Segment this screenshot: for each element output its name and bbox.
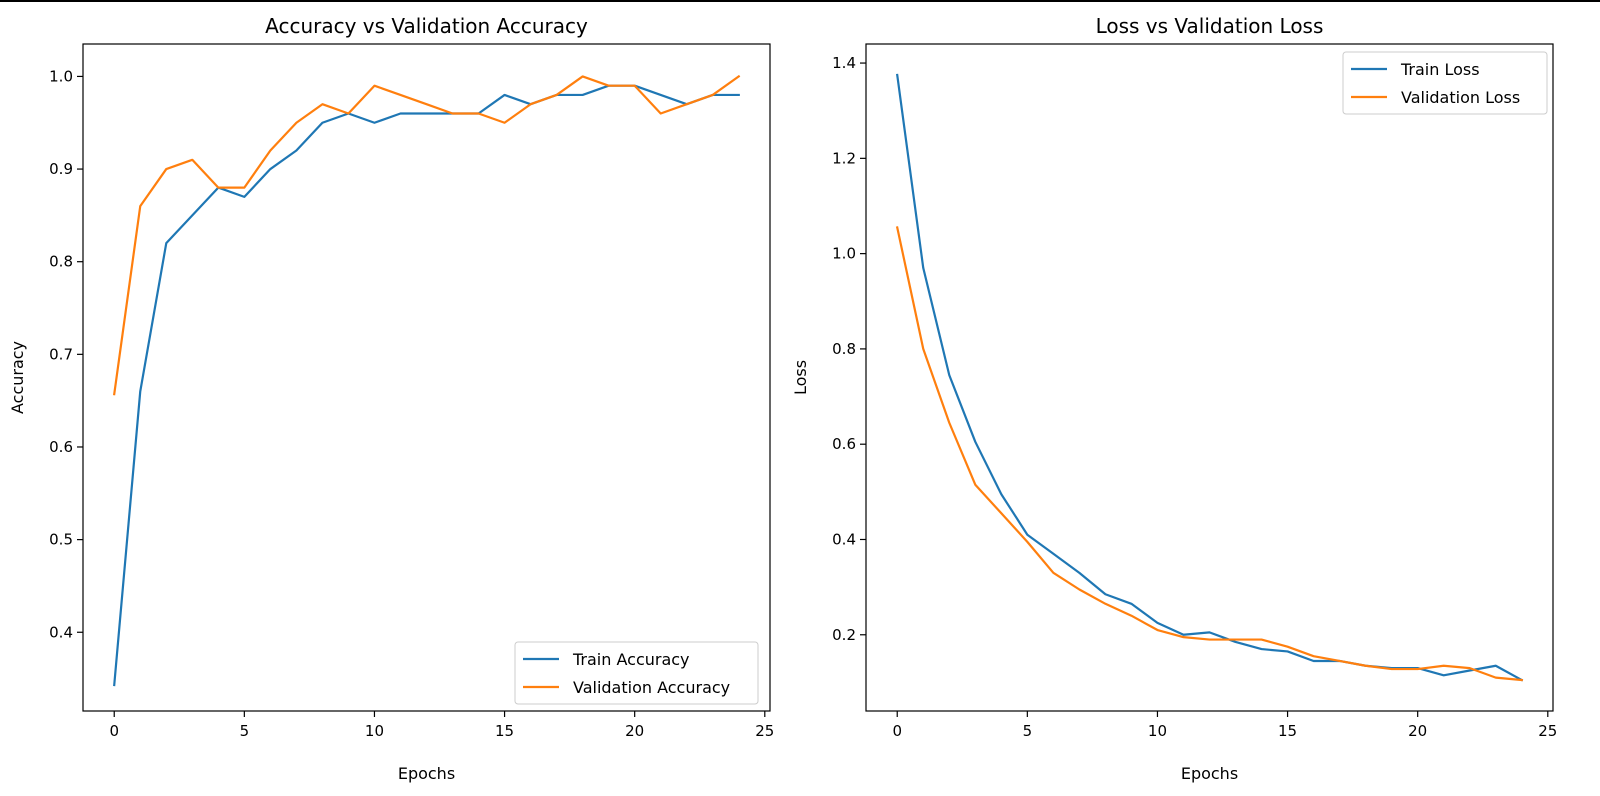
y-tick-label: 0.2 [832, 626, 856, 644]
x-tick-label: 20 [1408, 722, 1427, 740]
plot-frame [82, 43, 771, 712]
y-tick-label: 0.6 [832, 435, 856, 453]
axis-ticks: 0 5 10 15 20 25 0.2 0.4 0.6 0.8 1.0 1.2 1.4 [832, 54, 1557, 740]
x-tick-label: 15 [1278, 722, 1297, 740]
y-tick-label: 1.0 [49, 67, 73, 85]
x-tick-label: 0 [892, 722, 902, 740]
y-axis-label: Loss [791, 360, 810, 395]
legend-label-validation-loss: Validation Loss [1401, 88, 1520, 107]
chart-title: Loss vs Validation Loss [1096, 14, 1324, 38]
x-tick-label: 20 [625, 722, 644, 740]
y-tick-label: 1.0 [832, 245, 856, 263]
y-tick-label: 0.7 [49, 345, 73, 363]
axis-ticks: 0 5 10 15 20 25 0.4 0.5 0.6 0.7 0.8 0.9 1.0 [49, 67, 774, 740]
y-tick-label: 0.9 [49, 160, 73, 178]
x-axis-label: Epochs [1181, 764, 1238, 783]
plot-frame [865, 43, 1554, 712]
accuracy-chart: Accuracy vs Validation Accuracy Epochs A… [8, 14, 774, 783]
y-tick-label: 0.6 [49, 438, 73, 456]
x-tick-label: 25 [755, 722, 774, 740]
y-tick-label: 0.5 [49, 531, 73, 549]
legend-label-train-loss: Train Loss [1400, 60, 1480, 79]
y-axis-label: Accuracy [8, 341, 27, 414]
series-line-train-loss [895, 73, 1524, 682]
chart-title: Accuracy vs Validation Accuracy [265, 14, 588, 38]
x-tick-label: 5 [240, 722, 250, 740]
legend-label-validation-accuracy: Validation Accuracy [573, 678, 730, 697]
y-tick-label: 1.2 [832, 149, 856, 167]
legend: Train Accuracy Validation Accuracy [514, 641, 759, 705]
series-line-validation-accuracy [112, 74, 741, 396]
x-tick-label: 15 [495, 722, 514, 740]
loss-chart: Loss vs Validation Loss Epochs Loss 0 5 10… [791, 14, 1557, 783]
series-lines [112, 74, 741, 687]
y-tick-label: 1.4 [832, 54, 856, 72]
x-tick-label: 10 [1148, 722, 1167, 740]
y-tick-label: 0.8 [49, 253, 73, 271]
series-lines [895, 73, 1524, 682]
top-border [0, 0, 1600, 2]
y-tick-label: 0.4 [49, 623, 73, 641]
x-tick-label: 10 [365, 722, 384, 740]
x-axis-label: Epochs [398, 764, 455, 783]
y-tick-label: 0.8 [832, 340, 856, 358]
y-tick-label: 0.4 [832, 530, 856, 548]
legend-label-train-accuracy: Train Accuracy [572, 650, 690, 669]
x-tick-label: 25 [1538, 722, 1557, 740]
x-tick-label: 0 [109, 722, 119, 740]
legend-box [1342, 51, 1548, 115]
series-line-validation-loss [895, 226, 1523, 682]
x-tick-label: 5 [1023, 722, 1033, 740]
legend: Train Loss Validation Loss [1342, 51, 1548, 115]
legend-box [514, 641, 759, 705]
